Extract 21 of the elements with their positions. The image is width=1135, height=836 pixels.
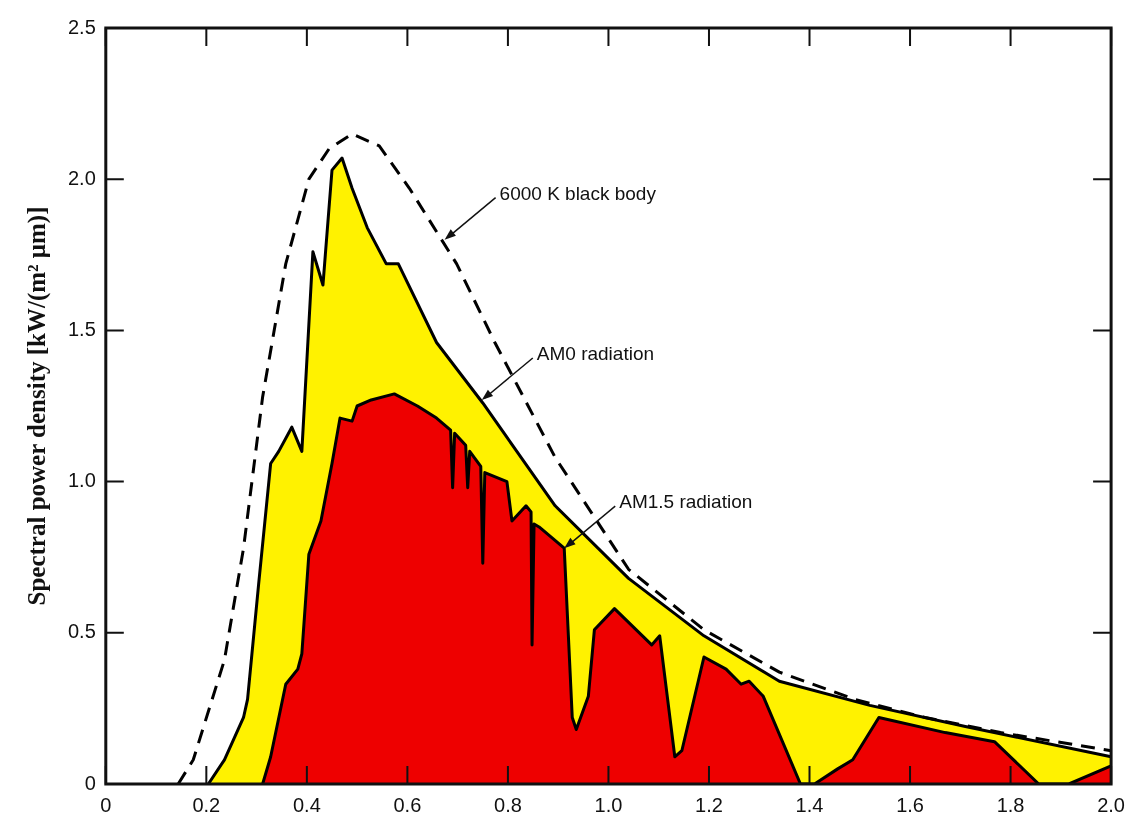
y-tick-label: 0 — [84, 771, 96, 794]
x-tick-label: 1.6 — [896, 793, 924, 816]
x-tick-label: 1.0 — [594, 793, 623, 816]
x-tick-label: 1.2 — [695, 793, 723, 816]
y-tick-label: 1.0 — [67, 469, 96, 492]
y-tick-label: 2.5 — [67, 15, 96, 38]
x-tick-label: 0.2 — [192, 793, 221, 816]
x-tick-label: 0.8 — [494, 793, 522, 816]
y-tick-label: 2.0 — [67, 166, 96, 189]
x-tick-label: 0.4 — [292, 793, 321, 816]
annotation: 6000 K black body — [499, 182, 657, 204]
y-tick-label: 0.5 — [67, 620, 96, 643]
annotation: AM0 radiation — [536, 343, 655, 365]
x-tick-label: 1.4 — [795, 793, 824, 816]
y-axis-title: Spectral power density [kW/(m² μm)] — [23, 206, 52, 606]
annotation: AM1.5 radiation — [619, 491, 753, 513]
x-tick-label: 0.6 — [393, 793, 422, 816]
x-tick-label: 0 — [100, 793, 112, 816]
x-tick-label: 2.0 — [1097, 793, 1125, 816]
x-tick-label: 1.8 — [996, 793, 1025, 816]
y-tick-label: 1.5 — [67, 317, 96, 340]
